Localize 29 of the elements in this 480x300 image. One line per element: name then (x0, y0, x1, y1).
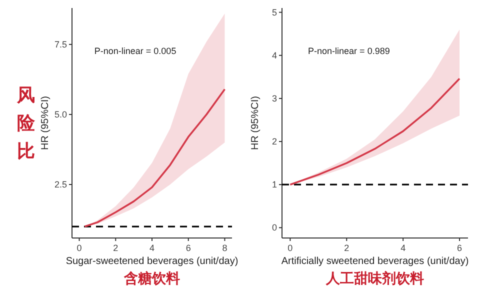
y-tick-label: 4 (272, 50, 277, 60)
y-axis-title: HR (95%CI) (250, 96, 261, 150)
x-tick-label: 6 (186, 243, 191, 253)
line-series (289, 78, 460, 186)
x-tick-label: 4 (149, 243, 155, 253)
y-tick-label: 5 (272, 7, 277, 18)
y-tick-label: 5.0 (54, 109, 67, 120)
text: 人工甜味剂饮料 (325, 270, 424, 287)
x-axis-title: Artificially sweetened beverages (unit/day) (281, 256, 469, 267)
line-series (84, 88, 226, 228)
x-tick-label: 0 (76, 243, 82, 253)
annotation: P-non-linear = 0.989 (308, 46, 390, 56)
y-tick-label: 0 (272, 222, 277, 233)
y-tick-label: 2 (272, 136, 277, 147)
y-tick-label: 2.5 (54, 179, 67, 190)
y-tick-label: 7.5 (54, 39, 67, 50)
y-axis-title: HR (95%CI) (40, 96, 51, 150)
annotation: P-non-linear = 0.005 (94, 46, 176, 56)
x-tick-label: 0 (288, 243, 293, 253)
x-tick-label: 4 (400, 243, 406, 253)
y-tick-label: 1 (272, 180, 277, 190)
x-axis-title: Sugar-sweetened beverages (unit/day) (66, 256, 238, 267)
x-tick-label: 2 (113, 243, 118, 253)
text: 含糖饮料 (123, 270, 180, 287)
text: 风险比 (16, 85, 36, 161)
y-tick-label: 3 (272, 93, 277, 104)
x-tick-label: 8 (222, 243, 228, 253)
x-tick-label: 2 (344, 243, 350, 253)
x-tick-label: 6 (457, 243, 462, 253)
